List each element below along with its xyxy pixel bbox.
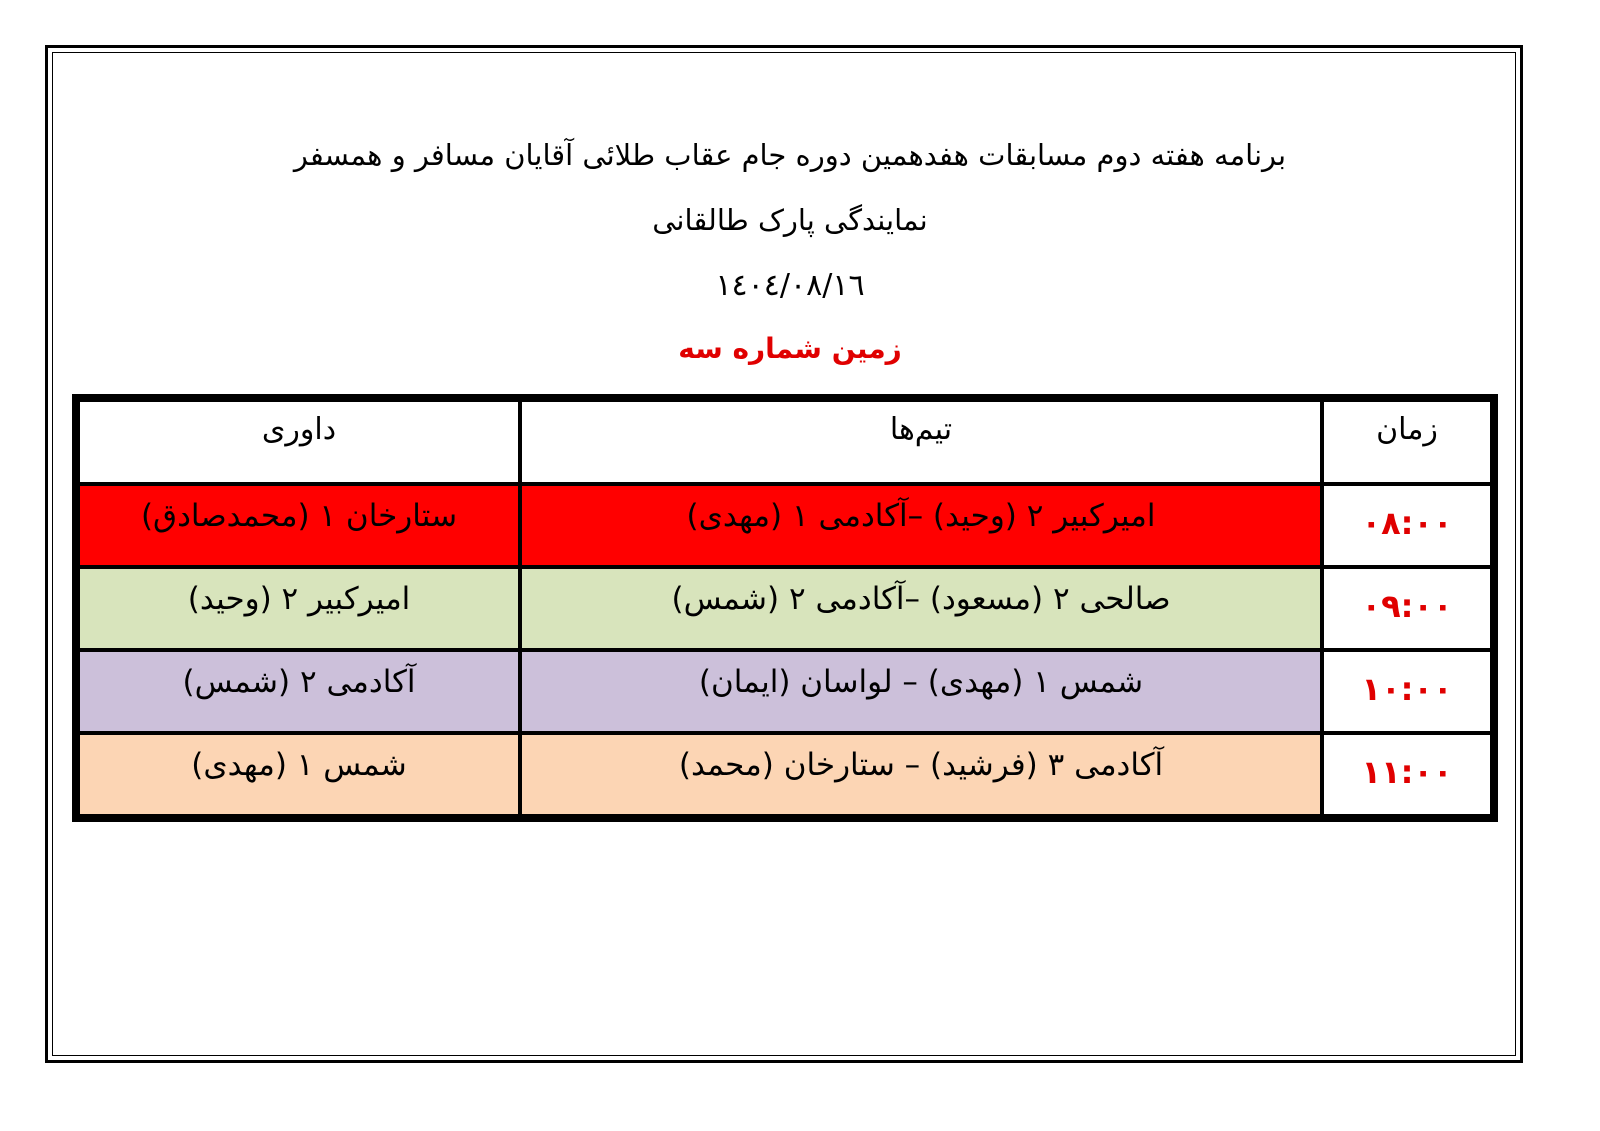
title-line-1: برنامه هفته دوم مسابقات هفدهمین دوره جام… [293,138,1287,172]
header-time: زمان [1324,402,1490,482]
teams-cell: صالحی ۲ (مسعود) –آکادمی ۲ (شمس) [522,569,1320,648]
teams-cell: امیرکبیر ۲ (وحید) –آکادمی ۱ (مهدی) [522,486,1320,565]
referee-cell: امیرکبیر ۲ (وحید) [80,569,518,648]
time-cell: ٠٨:٠٠ [1324,486,1490,565]
referee-cell: ستارخان ۱ (محمدصادق) [80,486,518,565]
time-cell: ٠٩:٠٠ [1324,569,1490,648]
header-teams: تیم‌ها [522,402,1320,482]
header-referee: داوری [80,402,518,482]
referee-cell: آکادمی ۲ (شمس) [80,652,518,731]
title-line-2: نمایندگی پارک طالقانی [652,203,928,237]
page-border-inner [52,52,1516,1056]
time-cell: ١٠:٠٠ [1324,652,1490,731]
time-cell: ١١:٠٠ [1324,735,1490,814]
field-label: زمین شماره سه [678,332,902,365]
date: ١٤٠٤/٠٨/١٦ [715,268,865,303]
teams-cell: آکادمی ۳ (فرشید) – ستارخان (محمد) [522,735,1320,814]
referee-cell: شمس ۱ (مهدی) [80,735,518,814]
teams-cell: شمس ۱ (مهدی) – لواسان (ایمان) [522,652,1320,731]
page-border-outer [45,45,1523,1063]
schedule-table: داوری تیم‌ها زمان ستارخان ۱ (محمدصادق) ا… [72,394,1498,822]
